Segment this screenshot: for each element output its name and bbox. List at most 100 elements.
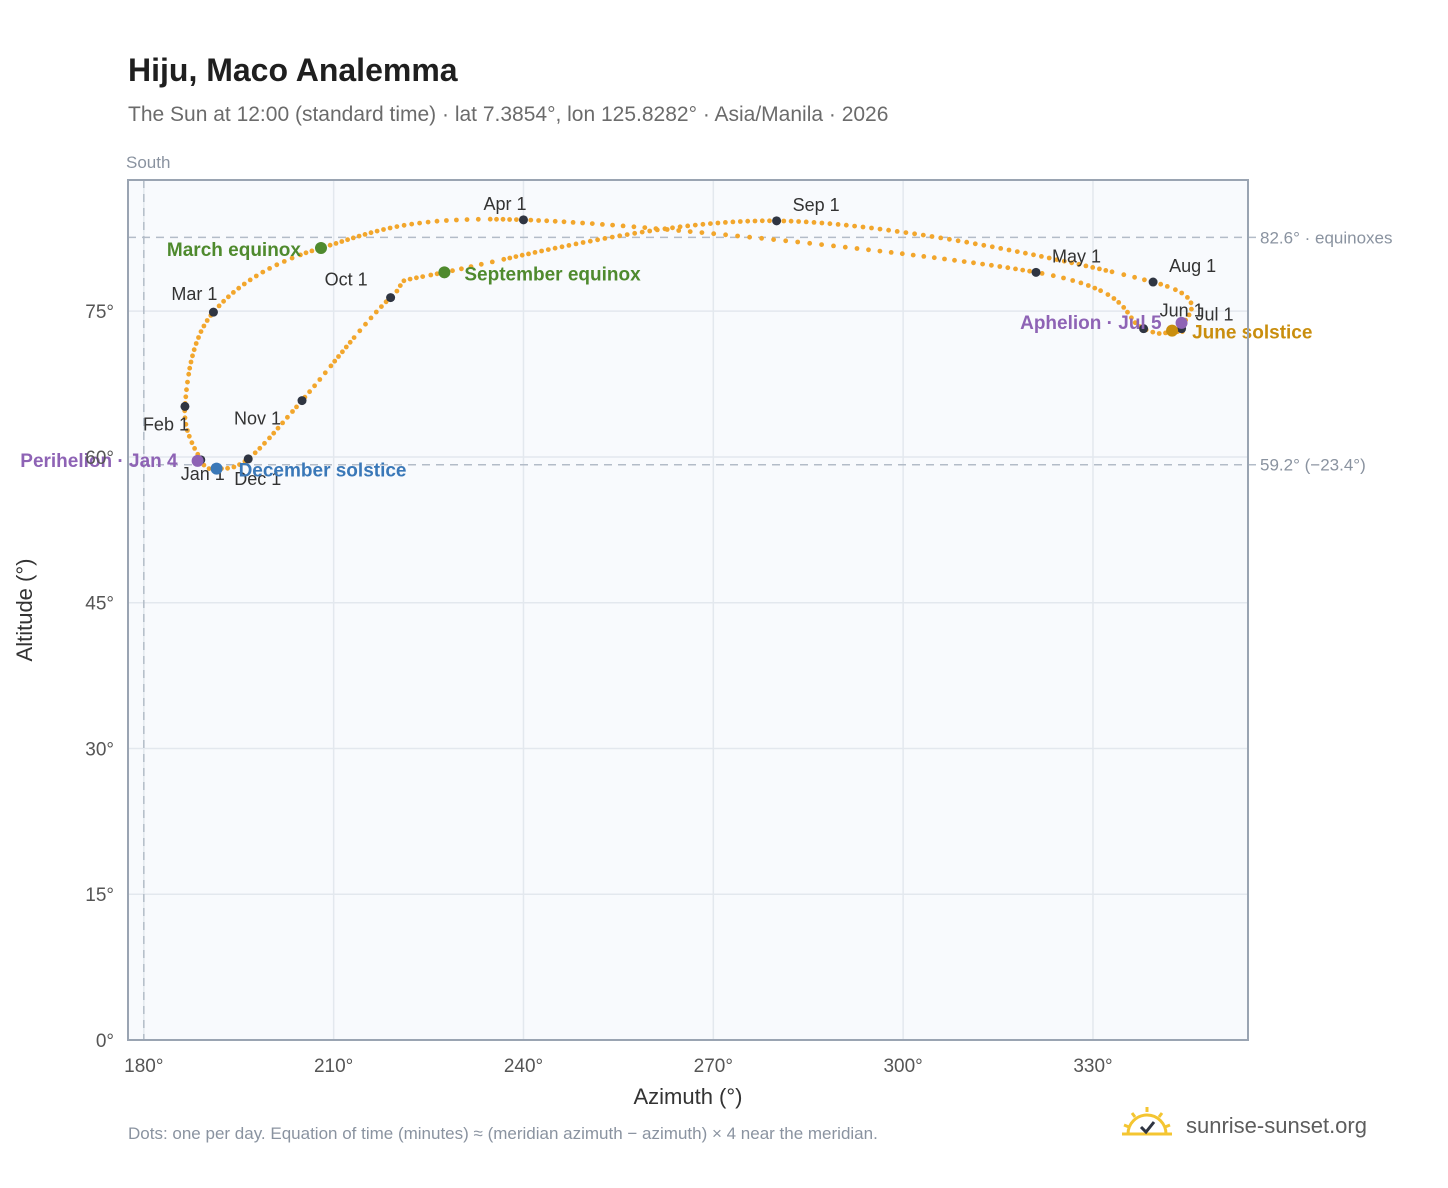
daily-dot	[454, 217, 459, 223]
daily-dot	[600, 222, 605, 227]
daily-dot	[1103, 268, 1109, 273]
daily-dot	[670, 225, 675, 231]
daily-dot	[328, 363, 334, 369]
daily-dot	[788, 218, 794, 224]
daily-dot	[723, 220, 728, 225]
daily-dot	[478, 261, 484, 267]
daily-dot	[351, 335, 357, 340]
month-label: Sep 1	[793, 195, 840, 215]
daily-dot	[955, 238, 961, 244]
daily-dot	[852, 223, 857, 229]
daily-dot	[767, 218, 772, 224]
daily-dot	[387, 225, 393, 231]
daily-dot	[1105, 292, 1111, 297]
daily-dot	[708, 221, 713, 227]
daily-dot	[866, 247, 871, 253]
month-marker	[208, 307, 218, 317]
daily-dot	[539, 248, 544, 254]
daily-dot	[544, 218, 550, 224]
daily-dot	[803, 219, 809, 225]
daily-dot	[735, 233, 740, 239]
month-label: Dec 1	[234, 469, 281, 489]
daily-dot	[1061, 258, 1067, 264]
daily-dot	[414, 275, 419, 281]
daily-dot	[216, 303, 222, 309]
daily-dot	[632, 230, 638, 236]
daily-dot	[886, 227, 891, 233]
x-tick-label: 210°	[314, 1056, 353, 1077]
daily-dot	[842, 244, 848, 250]
daily-dot	[1188, 300, 1194, 306]
daily-dot	[723, 232, 728, 238]
chart-title: Hiju, Maco Analemma	[128, 52, 458, 88]
daily-dot	[1132, 274, 1137, 280]
daily-dot	[333, 241, 339, 246]
sun-logo-icon	[1120, 1104, 1174, 1149]
event-marker	[191, 454, 204, 467]
footnote: Dots: one per day. Equation of time (min…	[128, 1124, 878, 1143]
daily-dot	[947, 236, 952, 242]
meridian-label: South	[126, 153, 170, 172]
daily-dot	[253, 273, 259, 279]
daily-dot	[185, 379, 190, 385]
daily-dot	[796, 219, 801, 224]
daily-dot	[196, 335, 201, 340]
daily-dot	[610, 222, 615, 228]
daily-dot	[450, 268, 455, 274]
daily-dot	[654, 227, 660, 233]
daily-dot	[514, 217, 519, 223]
daily-dot	[231, 290, 236, 295]
daily-dot	[260, 269, 266, 275]
daily-dot	[989, 244, 995, 250]
daily-dot	[931, 255, 937, 261]
daily-dot	[397, 283, 403, 288]
daily-dot	[1014, 249, 1020, 255]
daily-dot	[275, 425, 281, 431]
daily-dot	[1076, 261, 1082, 267]
daily-dot	[589, 221, 595, 227]
daily-dot	[519, 252, 525, 258]
daily-dot	[781, 218, 787, 224]
daily-dot	[417, 220, 422, 226]
daily-dot	[501, 256, 507, 262]
daily-dot	[899, 251, 905, 257]
daily-dot	[401, 222, 407, 228]
daily-dot	[307, 389, 312, 395]
daily-dot	[587, 238, 593, 244]
daily-dot	[877, 248, 883, 254]
daily-dot	[285, 414, 290, 420]
daily-dot	[559, 244, 565, 250]
event-label: Aphelion · Jul 5	[1020, 313, 1162, 334]
daily-dot	[1132, 320, 1138, 326]
plot-frame	[127, 179, 1249, 1041]
daily-dot	[1109, 269, 1115, 275]
daily-dot	[1156, 331, 1162, 336]
daily-dot	[368, 315, 374, 321]
daily-dot	[609, 234, 615, 240]
daily-dot	[1098, 288, 1103, 294]
month-marker	[243, 454, 253, 464]
event-label: September equinox	[464, 264, 641, 285]
daily-dot	[183, 421, 189, 427]
daily-dot	[489, 259, 495, 265]
y-tick-label: 75°	[85, 302, 114, 323]
daily-dot	[1092, 285, 1098, 291]
daily-dot	[685, 223, 691, 229]
daily-dot	[281, 259, 287, 264]
daily-dot	[336, 354, 341, 359]
daily-dot	[340, 349, 345, 355]
daily-dot	[185, 428, 190, 433]
daily-dot	[1005, 265, 1011, 271]
daily-dot	[322, 370, 328, 376]
brand[interactable]: sunrise-sunset.org	[1120, 1104, 1367, 1148]
daily-dot	[580, 240, 586, 245]
event-marker	[210, 462, 223, 475]
event-marker	[1166, 324, 1179, 337]
daily-dot	[971, 260, 976, 266]
daily-dot	[184, 387, 189, 393]
month-marker	[1148, 277, 1158, 287]
daily-dot	[186, 433, 192, 439]
daily-dot	[1013, 266, 1018, 272]
daily-dot	[869, 225, 874, 231]
month-marker	[180, 401, 190, 411]
